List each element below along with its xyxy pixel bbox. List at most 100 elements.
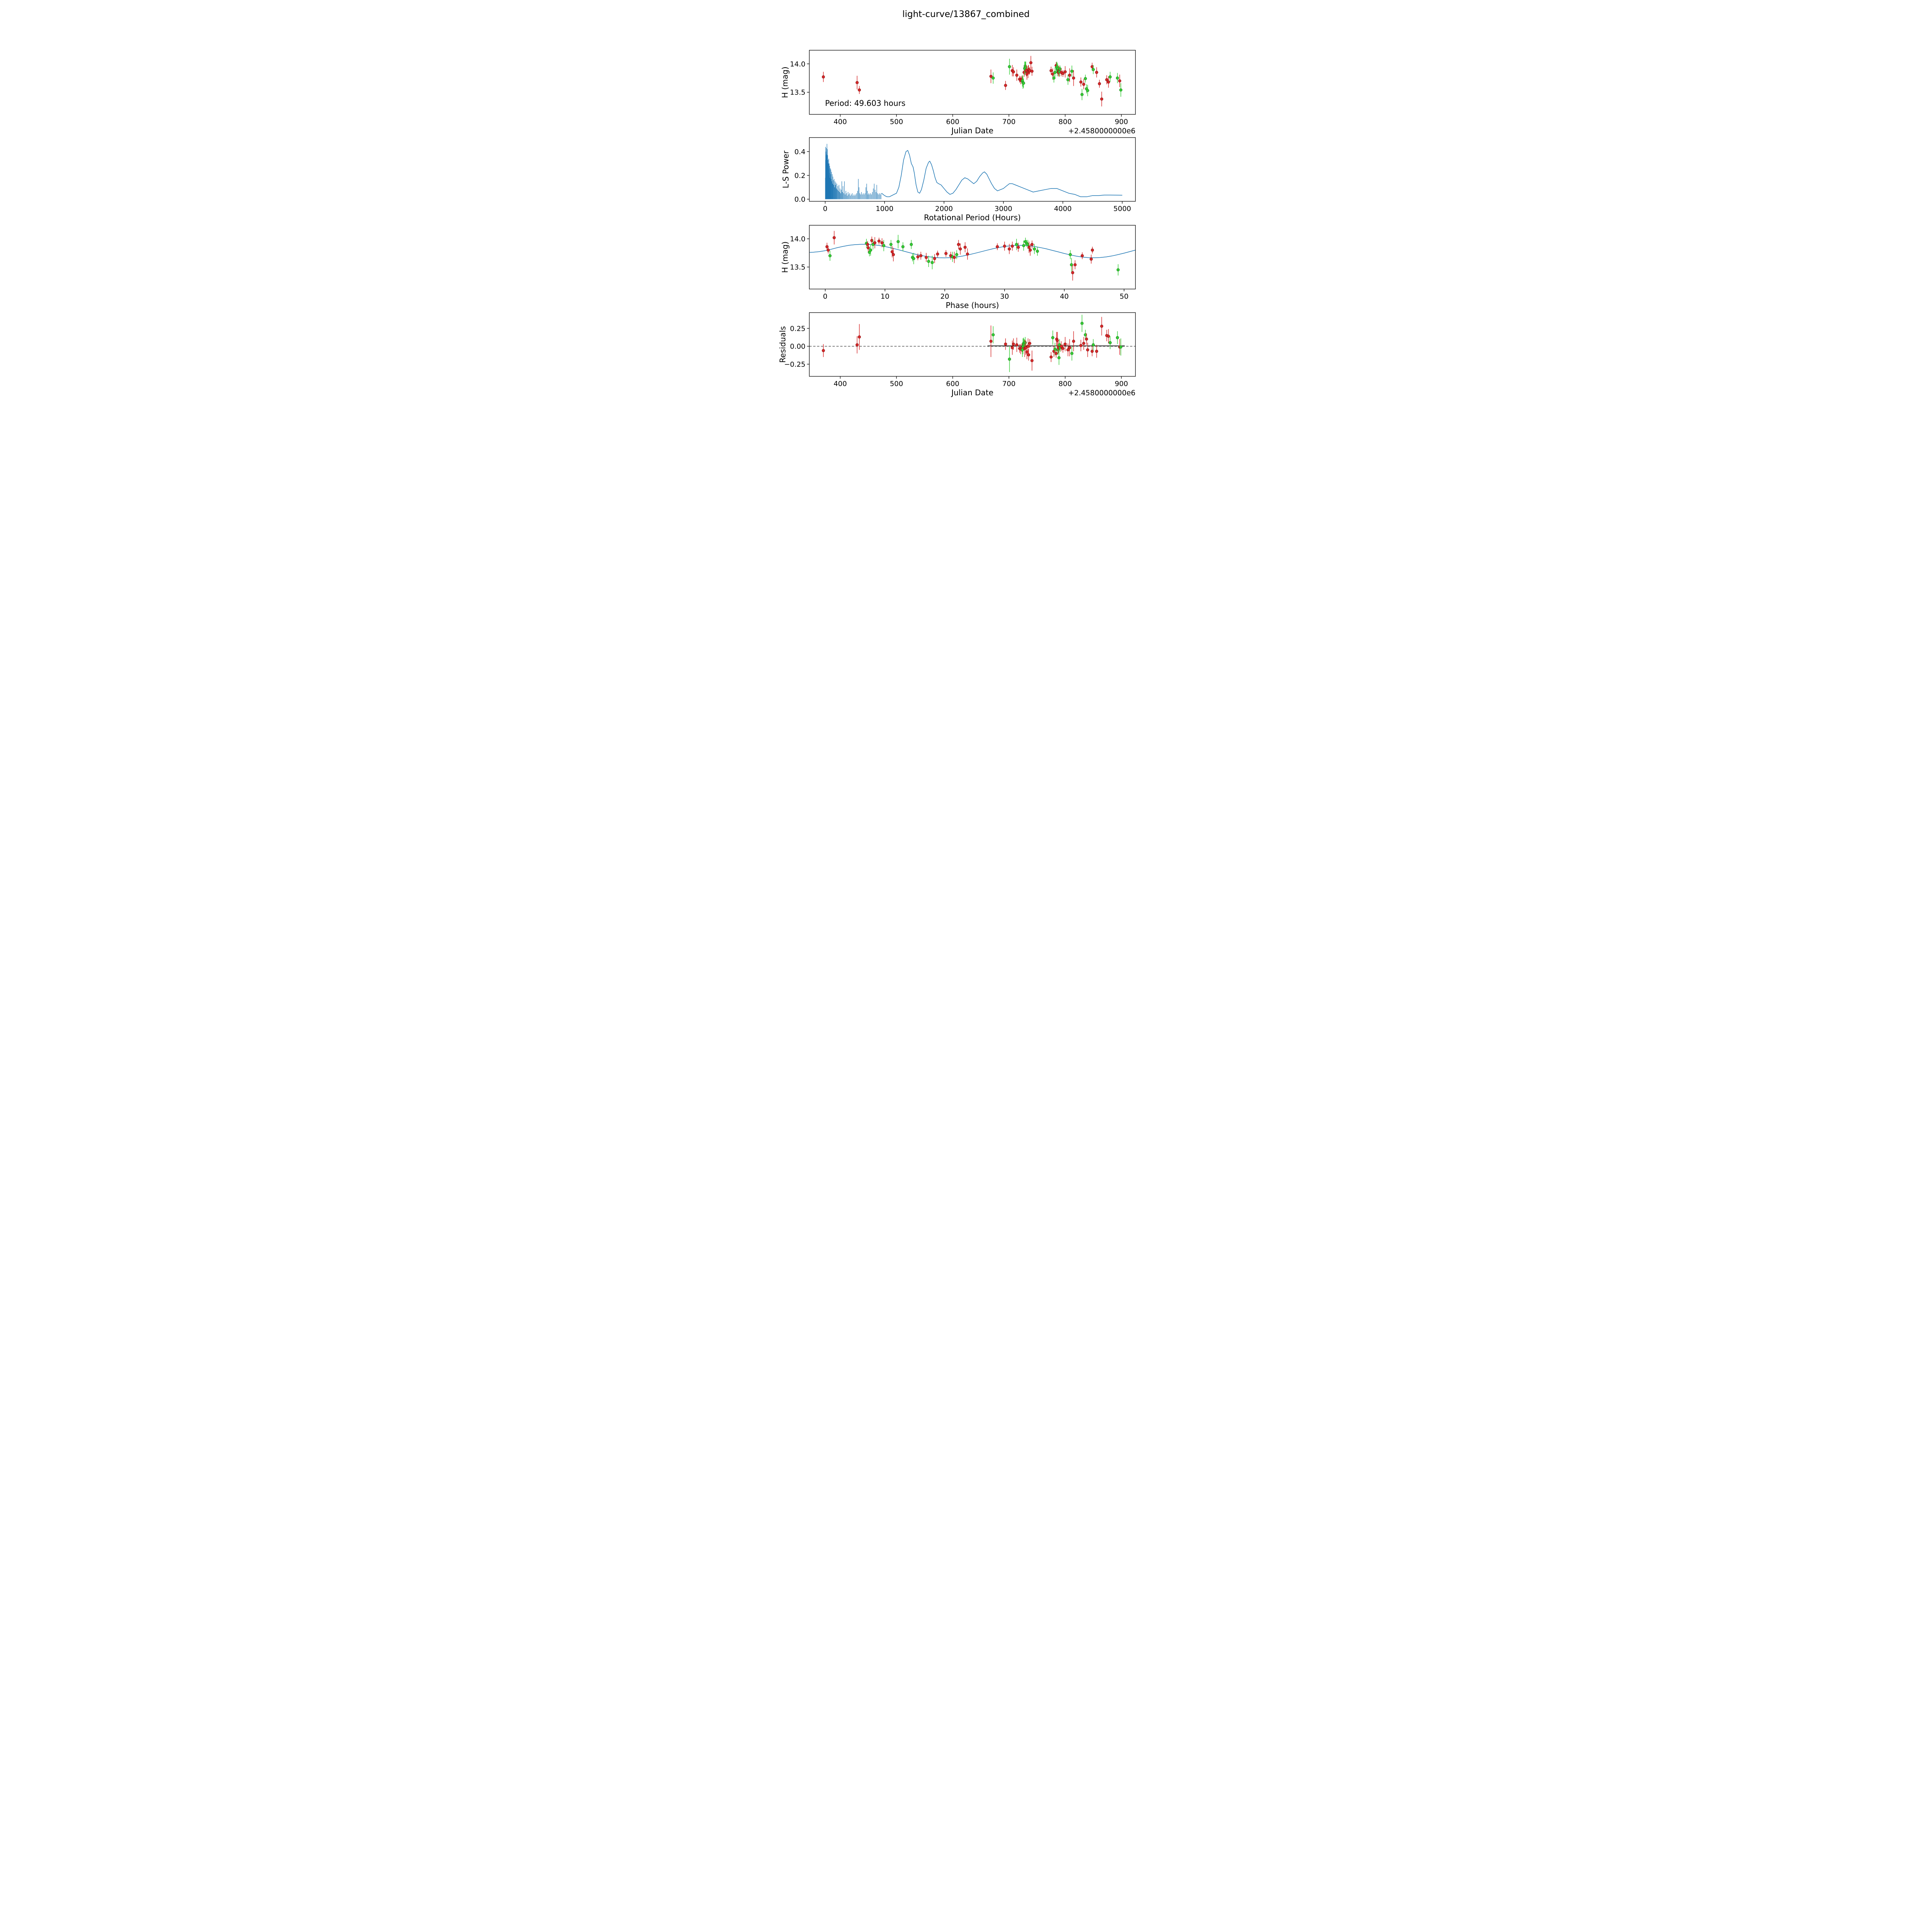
data-point-red xyxy=(1085,337,1088,341)
data-point-red xyxy=(1017,245,1020,249)
data-point-green xyxy=(896,240,900,243)
data-point-green xyxy=(1022,82,1025,85)
panel-lightcurve-jd: 400 500 600 700 800 900 14.0 13.5 Julian Date H (… xyxy=(781,50,1136,135)
data-point-red xyxy=(1066,348,1070,352)
data-point-green xyxy=(1086,89,1089,92)
data-point-red xyxy=(1003,245,1006,248)
data-point-green xyxy=(1092,343,1095,347)
data-point-green xyxy=(889,243,893,246)
figure-container: light-curve/13867_combined 400 500 600 700 8… xyxy=(757,0,1175,417)
data-point-red xyxy=(1030,359,1034,362)
data-point-red xyxy=(925,256,928,259)
x-tick-label: 4000 xyxy=(1054,205,1072,213)
data-point-red xyxy=(1061,347,1065,350)
data-point-green xyxy=(930,261,934,264)
data-point-green xyxy=(1083,77,1087,80)
y-tick-label: −0.25 xyxy=(784,361,805,369)
x-tick-label: 700 xyxy=(1002,118,1015,126)
data-point-green xyxy=(1033,247,1036,251)
data-point-red xyxy=(1008,247,1011,251)
data-point-red xyxy=(1090,350,1094,353)
data-point-red xyxy=(1026,345,1030,348)
data-point-red xyxy=(867,246,870,250)
x-tick-label: 800 xyxy=(1058,118,1071,126)
y-tick-label: 0.2 xyxy=(794,172,806,180)
data-point-red xyxy=(916,255,920,259)
data-point-red xyxy=(1054,352,1058,355)
panel-phase-folded: 0 10 20 30 40 50 14.0 13.5 Phase (hours) H (mag) xyxy=(781,225,1136,310)
data-point-red xyxy=(1030,243,1034,246)
data-point-green xyxy=(1053,71,1057,74)
panel-periodogram: 0 1000 2000 3000 4000 5000 0.0 0.2 0.4 Rotational… xyxy=(781,137,1136,222)
data-point-green xyxy=(1008,357,1011,361)
data-point-red xyxy=(1004,84,1007,87)
axes-frame xyxy=(809,225,1136,289)
y-tick-label: 0.25 xyxy=(790,325,805,333)
x-tick-label: 10 xyxy=(881,293,889,301)
data-point-red xyxy=(1029,248,1032,252)
residuals-points xyxy=(821,315,1122,372)
data-point-red xyxy=(1107,80,1110,84)
data-point-red xyxy=(1107,335,1110,338)
data-point-red xyxy=(891,253,895,256)
axes-frame xyxy=(809,137,1136,202)
x-axis-label: Phase (hours) xyxy=(946,301,999,310)
data-point-green xyxy=(1109,75,1112,79)
periodogram-plot-area xyxy=(825,144,1122,199)
data-point-red xyxy=(1071,271,1075,274)
data-point-green xyxy=(912,257,915,260)
data-point-red xyxy=(827,248,830,252)
data-point-red xyxy=(1086,348,1089,352)
data-point-green xyxy=(1008,65,1011,68)
figure-title: light-curve/13867_combined xyxy=(902,9,1030,19)
data-point-red xyxy=(1068,73,1071,77)
data-point-red xyxy=(1029,61,1032,65)
data-point-red xyxy=(1060,345,1063,348)
y-tick-label: 13.5 xyxy=(790,264,805,272)
data-point-red xyxy=(1095,71,1099,74)
x-axis-label: Rotational Period (Hours) xyxy=(924,213,1021,222)
data-point-green xyxy=(910,243,913,246)
data-point-green xyxy=(1051,336,1054,339)
y-axis-label: L-S Power xyxy=(781,150,791,188)
y-axis-label: Residuals xyxy=(778,326,787,363)
data-point-green xyxy=(1119,88,1122,92)
data-point-red xyxy=(1082,342,1085,345)
y-tick-label: 14.0 xyxy=(790,235,805,243)
data-point-red xyxy=(944,252,948,255)
data-point-red xyxy=(1098,82,1101,85)
x-tick-label: 500 xyxy=(890,380,903,388)
y-tick-label: 0.0 xyxy=(794,196,806,204)
data-point-red xyxy=(952,256,956,259)
data-point-red xyxy=(1012,70,1015,73)
data-point-green xyxy=(1116,268,1120,272)
data-point-red xyxy=(1091,248,1094,252)
data-point-green xyxy=(1022,244,1026,247)
data-point-red xyxy=(996,245,999,248)
light-curve-figure: light-curve/13867_combined 400 500 600 700 8… xyxy=(757,0,1175,417)
data-point-red xyxy=(1073,263,1077,267)
data-point-green xyxy=(1119,345,1122,349)
data-point-green xyxy=(1036,250,1039,253)
y-tick-label: 14.0 xyxy=(790,60,805,68)
data-point-red xyxy=(1100,97,1104,101)
data-point-red xyxy=(1079,80,1083,84)
data-point-green xyxy=(1080,93,1084,96)
data-point-red xyxy=(821,349,825,352)
panel-residuals: 400 500 600 700 800 900 0.25 0.00 −0.25 Julian Da… xyxy=(778,312,1136,397)
x-tick-label: 20 xyxy=(940,293,949,301)
data-point-green xyxy=(1015,243,1018,246)
x-tick-label: 1000 xyxy=(876,205,893,213)
x-tick-label: 400 xyxy=(833,380,847,388)
data-point-red xyxy=(858,88,861,92)
data-point-red xyxy=(989,340,993,343)
y-tick-label: 0.00 xyxy=(790,343,805,351)
data-point-red xyxy=(1090,257,1093,261)
data-point-green xyxy=(828,254,832,257)
data-point-red xyxy=(966,252,969,256)
data-point-red xyxy=(1063,70,1067,73)
x-tick-label: 30 xyxy=(1000,293,1009,301)
data-point-red xyxy=(873,241,877,245)
data-point-red xyxy=(933,257,936,260)
data-point-red xyxy=(855,81,859,84)
